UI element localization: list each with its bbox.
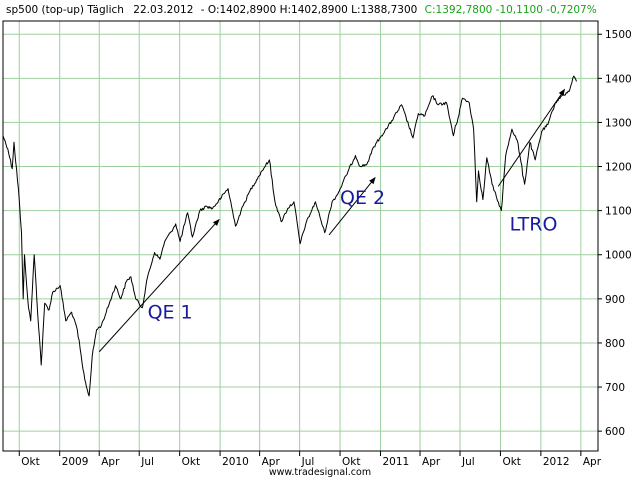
y-tick-label: 1500 xyxy=(605,29,632,41)
price-line xyxy=(2,75,577,397)
x-tick-label: Apr xyxy=(422,456,441,468)
y-tick-label: 900 xyxy=(605,294,625,306)
y-axis: 600 700 800 900 1000 1100 1200 1300 1400 1500 xyxy=(598,29,632,438)
annotation-arrow xyxy=(98,218,220,353)
annotation-label: QE 2 xyxy=(340,187,385,209)
x-tick-label: Apr xyxy=(101,456,120,468)
x-tick-label: Apr xyxy=(262,456,281,468)
annotation-label: QE 1 xyxy=(148,302,193,324)
y-tick-label: 1300 xyxy=(605,117,632,129)
annotation-label: LTRO xyxy=(510,213,558,235)
chart-symbol: sp500 (top-up) Täglich xyxy=(6,4,124,16)
y-tick-label: 800 xyxy=(605,338,625,350)
x-axis: Okt 2009 Apr Jul Okt 2010 Apr Jul Okt 2011 Apr Jul O… xyxy=(18,451,602,468)
x-tick-label: Jul xyxy=(461,456,475,468)
annotation-layer: QE 1 QE 2 LTRO xyxy=(98,88,566,353)
y-tick-label: 1100 xyxy=(605,206,632,218)
x-tick-label: Okt xyxy=(182,456,200,468)
x-tick-label: Jul xyxy=(301,456,315,468)
plot-frame xyxy=(2,20,599,452)
x-tick-label: Jul xyxy=(140,456,154,468)
header-line: sp500 (top-up) Täglich 22.03.2012 - O:14… xyxy=(6,4,597,16)
x-tick-label: Okt xyxy=(342,456,360,468)
x-tick-label: Okt xyxy=(21,456,39,468)
chart-ohl: - O:1402,8900 H:1402,8900 L:1388,7300 xyxy=(201,4,418,16)
x-tick-label: 2010 xyxy=(222,456,249,468)
x-tick-label: 2011 xyxy=(382,456,409,468)
y-tick-label: 1200 xyxy=(605,162,632,174)
y-tick-label: 600 xyxy=(605,426,625,438)
annotation-arrow xyxy=(497,88,566,187)
x-tick-label: Okt xyxy=(502,456,520,468)
x-tick-label: Apr xyxy=(583,456,602,468)
chart-close: C:1392,7800 -10,1100 -0,7207% xyxy=(425,4,597,16)
y-tick-label: 700 xyxy=(605,382,625,394)
x-tick-label: 2012 xyxy=(543,456,570,468)
footer-url: www.tradesignal.com xyxy=(269,467,371,478)
y-tick-label: 1400 xyxy=(605,73,632,85)
y-tick-label: 1000 xyxy=(605,250,632,262)
series-layer xyxy=(2,75,577,397)
x-tick-label: 2009 xyxy=(62,456,89,468)
grid-lines xyxy=(3,21,598,451)
annotation-arrow xyxy=(328,177,376,236)
chart-date: 22.03.2012 xyxy=(133,4,193,16)
